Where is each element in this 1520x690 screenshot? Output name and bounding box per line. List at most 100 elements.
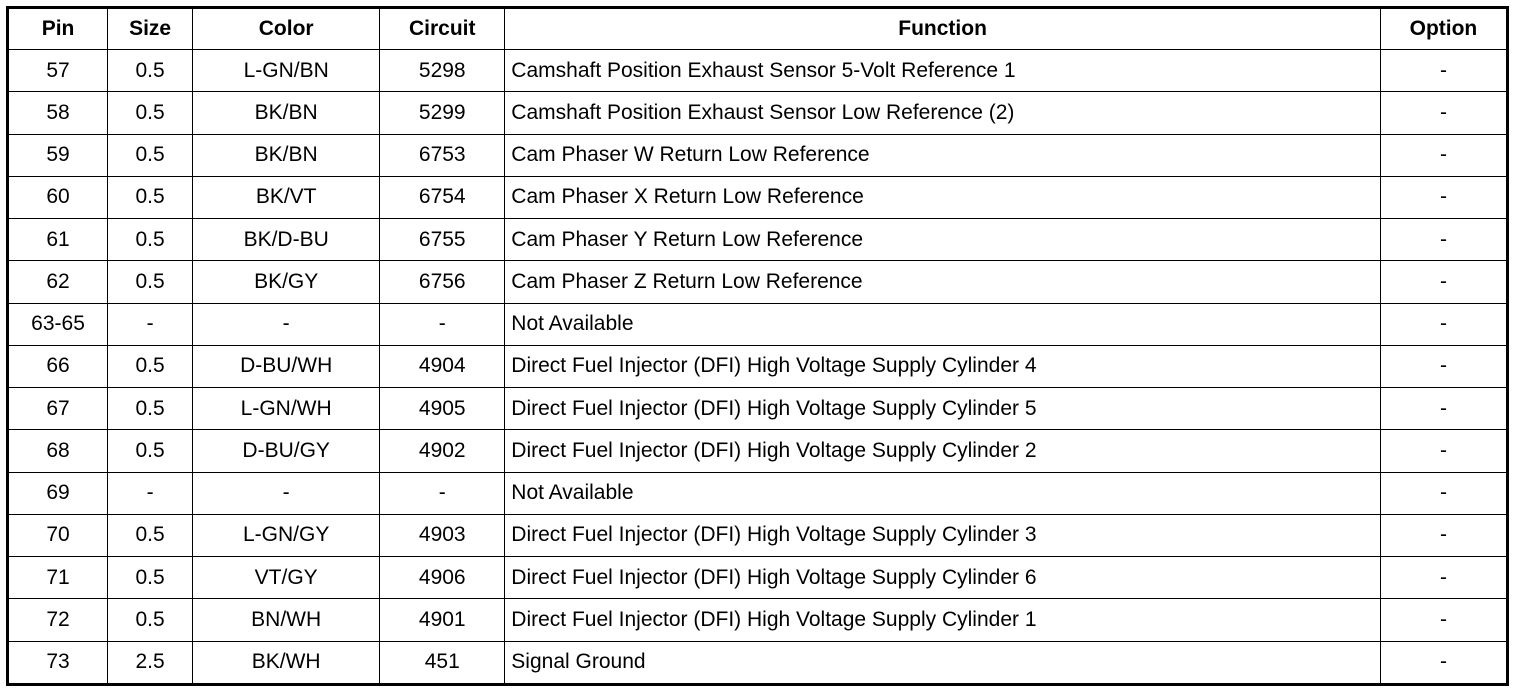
cell-option: - — [1379, 429, 1509, 473]
table-row: 68 0.5 D-BU/GY 4902 Direct Fuel Injector (DF… — [6, 429, 1509, 473]
table-row: 57 0.5 L-GN/BN 5298 Camshaft Position Exhaus… — [6, 48, 1509, 93]
cell-function: Not Available — [504, 302, 1381, 346]
cell-option: - — [1379, 91, 1509, 135]
cell-pin: 68 — [6, 429, 109, 473]
cell-size: 0.5 — [107, 513, 194, 558]
column-header-function: Function — [504, 7, 1381, 50]
cell-size: 0.5 — [107, 386, 194, 431]
cell-size: - — [107, 302, 194, 346]
cell-function: Camshaft Position Exhaust Sensor 5-Volt … — [504, 48, 1381, 93]
table-row: 66 0.5 D-BU/WH 4904 Direct Fuel Injector (DF… — [6, 344, 1509, 389]
cell-color: BK/GY — [192, 260, 381, 304]
cell-size: 0.5 — [107, 48, 194, 93]
cell-color: D-BU/GY — [192, 429, 381, 473]
cell-size: 0.5 — [107, 133, 194, 177]
table-row: 69- - - Not Available - — [6, 471, 1509, 515]
table-row: 67 0.5 L-GN/WH 4905 Direct Fuel Injector (DF… — [6, 386, 1509, 431]
cell-pin: 59 — [6, 133, 109, 177]
cell-pin: 67 — [6, 386, 109, 431]
cell-circuit: 5298 — [379, 48, 506, 93]
cell-function: Direct Fuel Injector (DFI) High Voltage … — [504, 344, 1381, 389]
cell-size: 0.5 — [107, 555, 194, 600]
cell-pin: 61 — [6, 217, 109, 262]
cell-function: Cam Phaser W Return Low Reference — [504, 133, 1381, 177]
cell-pin: 71 — [6, 555, 109, 600]
cell-circuit: 4901 — [379, 598, 506, 642]
cell-color: BK/BN — [192, 91, 381, 135]
cell-function: Direct Fuel Injector (DFI) High Voltage … — [504, 513, 1381, 558]
cell-option: - — [1379, 260, 1509, 304]
cell-option: - — [1379, 48, 1509, 93]
cell-option: - — [1379, 471, 1509, 515]
cell-option: - — [1379, 175, 1509, 220]
column-header-circuit: Circuit — [379, 7, 506, 50]
table-row: 61 0.5 BK/D-BU 6755 Cam Phaser Y Return Low … — [6, 217, 1509, 262]
cell-circuit: 4904 — [379, 344, 506, 389]
cell-color: BK/WH — [192, 640, 381, 685]
cell-size: 0.5 — [107, 429, 194, 473]
cell-pin: 70 — [6, 513, 109, 558]
table-row: 72 0.5 BN/WH 4901 Direct Fuel Injector (DFI)… — [6, 598, 1509, 642]
cell-option: - — [1379, 640, 1509, 685]
column-header-option: Option — [1379, 7, 1509, 50]
cell-color: D-BU/WH — [192, 344, 381, 389]
cell-circuit: 451 — [379, 640, 506, 685]
header-row: Pin Size Color Circuit Function Option — [6, 7, 1509, 50]
cell-option: - — [1379, 598, 1509, 642]
cell-circuit: 6756 — [379, 260, 506, 304]
cell-option: - — [1379, 302, 1509, 346]
cell-circuit: 6754 — [379, 175, 506, 220]
table-row: 63-65- - - Not Available - — [6, 302, 1509, 346]
cell-color: - — [192, 471, 381, 515]
cell-size: 2.5 — [107, 640, 194, 685]
cell-circuit: 4905 — [379, 386, 506, 431]
cell-color: BK/D-BU — [192, 217, 381, 262]
cell-color: BK/VT — [192, 175, 381, 220]
cell-color: BK/BN — [192, 133, 381, 177]
cell-option: - — [1379, 555, 1509, 600]
cell-color: VT/GY — [192, 555, 381, 600]
cell-function: Cam Phaser Z Return Low Reference — [504, 260, 1381, 304]
cell-circuit: 4906 — [379, 555, 506, 600]
table-row: 62 0.5 BK/GY 6756 Cam Phaser Z Return Low Re… — [6, 260, 1509, 304]
cell-pin: 73 — [6, 640, 109, 685]
table-row: 59 0.5 BK/BN 6753 Cam Phaser W Return Low Re… — [6, 133, 1509, 177]
cell-color: L-GN/WH — [192, 386, 381, 431]
cell-size: 0.5 — [107, 598, 194, 642]
cell-size: - — [107, 471, 194, 515]
cell-size: 0.5 — [107, 217, 194, 262]
table-row: 70 0.5 L-GN/GY 4903 Direct Fuel Injector (DF… — [6, 513, 1509, 558]
cell-pin: 69 — [6, 471, 109, 515]
cell-pin: 58 — [6, 91, 109, 135]
cell-circuit: 6753 — [379, 133, 506, 177]
cell-pin: 57 — [6, 48, 109, 93]
column-header-color: Color — [192, 7, 381, 50]
cell-circuit: 4903 — [379, 513, 506, 558]
cell-function: Camshaft Position Exhaust Sensor Low Ref… — [504, 91, 1381, 135]
cell-size: 0.5 — [107, 175, 194, 220]
cell-function: Direct Fuel Injector (DFI) High Voltage … — [504, 429, 1381, 473]
cell-function: Direct Fuel Injector (DFI) High Voltage … — [504, 555, 1381, 600]
cell-pin: 62 — [6, 260, 109, 304]
cell-option: - — [1379, 133, 1509, 177]
table-row: 71 0.5 VT/GY 4906 Direct Fuel Injector (DFI)… — [6, 555, 1509, 600]
cell-color: - — [192, 302, 381, 346]
cell-size: 0.5 — [107, 260, 194, 304]
table-row: 60 0.5 BK/VT 6754 Cam Phaser X Return Low Re… — [6, 175, 1509, 220]
cell-circuit: 6755 — [379, 217, 506, 262]
cell-option: - — [1379, 344, 1509, 389]
cell-pin: 63-65 — [6, 302, 109, 346]
cell-size: 0.5 — [107, 91, 194, 135]
table-row: 73 2.5 BK/WH 451 Signal Ground - — [6, 640, 1509, 685]
cell-pin: 60 — [6, 175, 109, 220]
cell-circuit: - — [379, 302, 506, 346]
cell-function: Not Available — [504, 471, 1381, 515]
cell-option: - — [1379, 513, 1509, 558]
cell-color: L-GN/GY — [192, 513, 381, 558]
cell-size: 0.5 — [107, 344, 194, 389]
cell-function: Cam Phaser X Return Low Reference — [504, 175, 1381, 220]
cell-function: Cam Phaser Y Return Low Reference — [504, 217, 1381, 262]
table-row: 58 0.5 BK/BN 5299 Camshaft Position Exhaust … — [6, 91, 1509, 135]
cell-pin: 66 — [6, 344, 109, 389]
cell-function: Direct Fuel Injector (DFI) High Voltage … — [504, 598, 1381, 642]
